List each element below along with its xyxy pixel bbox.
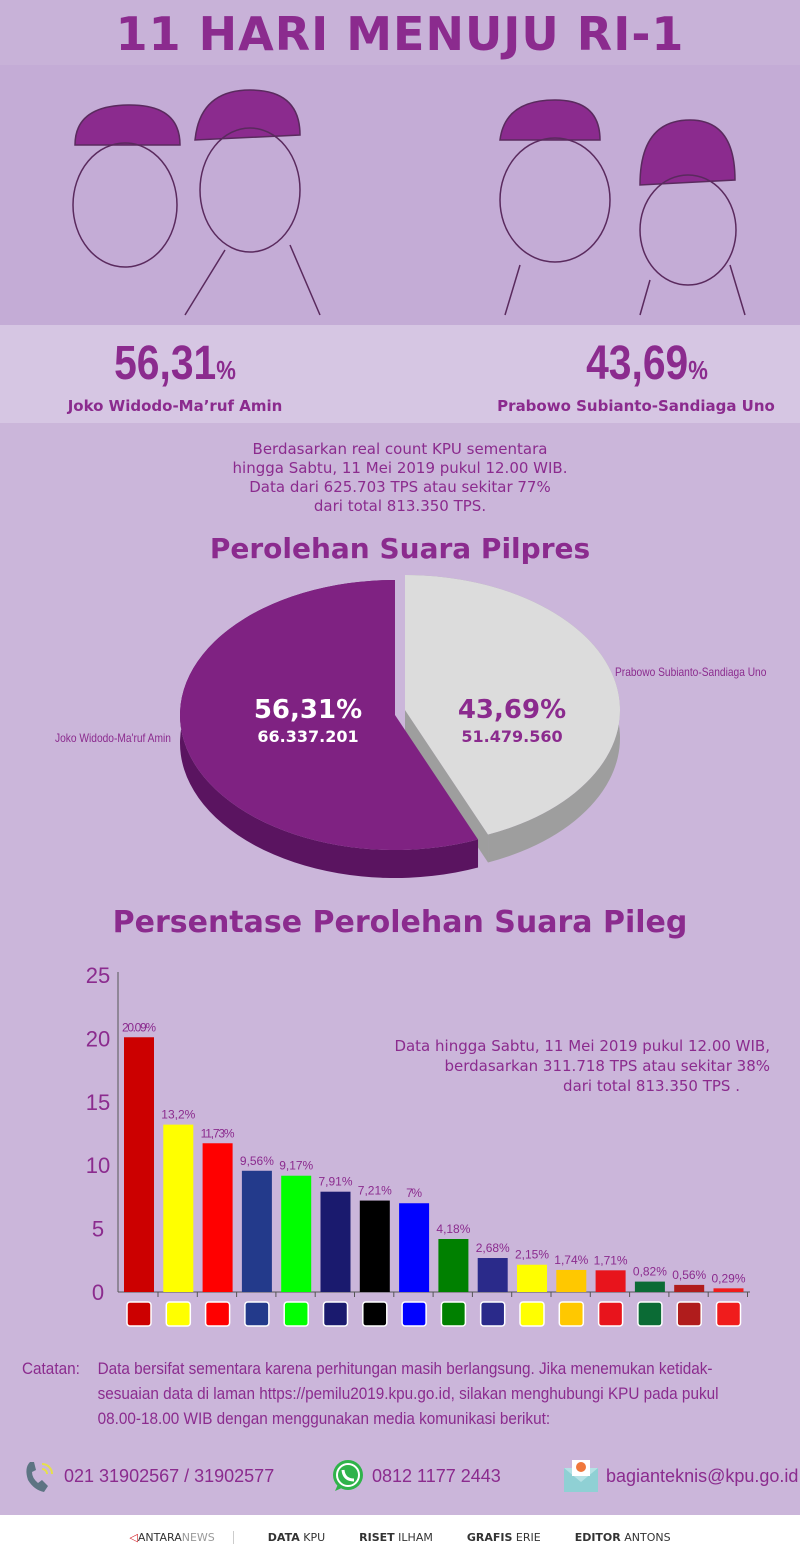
- gerindra-logo: [204, 1301, 231, 1327]
- y-tick-label: 25: [86, 963, 110, 988]
- bar-value-label: 9,56%: [240, 1154, 274, 1168]
- bar-value-label: 0,56%: [672, 1268, 706, 1282]
- whatsapp-number[interactable]: 0812 1177 2443: [372, 1465, 501, 1486]
- berkarya-logo: [519, 1301, 545, 1327]
- y-tick-label: 10: [86, 1153, 110, 1178]
- pkb-logo: [283, 1301, 309, 1327]
- bar-value-label: 20.09%: [122, 1020, 156, 1034]
- bar: [320, 1191, 351, 1292]
- bar-value-label: 7,91%: [319, 1175, 353, 1189]
- pie-percent-jokowi: 56,31%: [254, 695, 362, 725]
- bar: [124, 1037, 154, 1292]
- y-tick-label: 0: [92, 1280, 104, 1305]
- pie-slice-jokowi: [179, 580, 479, 878]
- candidate-results-band: 56,31% Joko Widodo-Ma’ruf Amin 43,69% Pr…: [0, 325, 800, 423]
- ppp-logo: [440, 1301, 467, 1327]
- pie-votes-prabowo: 51.479.560: [461, 727, 562, 746]
- whatsapp-icon: [333, 1460, 363, 1491]
- pie-chart: 56,31% 66.337.201 43,69% 51.479.560: [179, 575, 620, 878]
- bar-value-label: 4,18%: [436, 1222, 470, 1236]
- candidate-portraits: [0, 65, 800, 325]
- pie-title: Perolehan Suara Pilpres: [209, 532, 591, 565]
- jokowi-name: Joko Widodo-Ma’ruf Amin: [67, 397, 283, 415]
- hanura-logo: [558, 1301, 585, 1327]
- bar-value-label: 0,29%: [712, 1271, 746, 1285]
- bar: [595, 1270, 626, 1292]
- pie-percent-prabowo: 43,69%: [458, 695, 566, 725]
- bar: [634, 1281, 665, 1292]
- pdip-logo: [126, 1301, 152, 1327]
- bar: [359, 1200, 390, 1292]
- prabowo-percent: 43,69%: [586, 337, 708, 390]
- bar: [517, 1264, 547, 1292]
- contact-phone: 021 31902567 / 31902577: [22, 1458, 274, 1494]
- bar: [163, 1124, 194, 1292]
- y-tick-label: 5: [92, 1217, 104, 1242]
- y-tick-label: 15: [86, 1090, 110, 1115]
- nasdem-logo: [244, 1301, 270, 1327]
- note-label: Catatan:: [22, 1359, 80, 1378]
- demokrat-logo: [322, 1301, 349, 1327]
- credit-riset: RISET ILHAM: [359, 1531, 433, 1544]
- pileg-source-note: Data hingga Sabtu, 11 Mei 2019 pukul 12.…: [394, 1037, 770, 1095]
- bar: [477, 1258, 508, 1292]
- bar: [674, 1284, 705, 1292]
- bar: [556, 1269, 587, 1292]
- page-title: 11 HARI MENUJU RI-1: [0, 0, 800, 65]
- bar: [281, 1175, 312, 1292]
- bar-value-label: 2,68%: [476, 1241, 510, 1255]
- bar: [241, 1170, 272, 1292]
- bar-value-label: 13,2%: [161, 1108, 195, 1122]
- email-address[interactable]: bagianteknis@kpu.go.id: [606, 1465, 799, 1486]
- contact-whatsapp: 0812 1177 2443: [330, 1458, 501, 1494]
- pbb-logo: [637, 1301, 663, 1327]
- pkpi-logo: [715, 1301, 742, 1327]
- footer-credits: ◁ANTARANEWS DATA KPU RISET ILHAM GRAFIS …: [0, 1515, 800, 1560]
- pie-slice-jokowi-top: [179, 580, 479, 850]
- pan-logo: [401, 1301, 427, 1327]
- phone-icon: [26, 1462, 53, 1492]
- bar: [438, 1238, 469, 1292]
- bar-value-label: 0,82%: [633, 1265, 667, 1279]
- bar-value-label: 2,15%: [515, 1248, 549, 1262]
- credit-editor: EDITOR ANTONS: [574, 1531, 671, 1544]
- portrait-jokowi-amin: [72, 89, 321, 316]
- credit-grafis: GRAFIS ERIE: [466, 1531, 541, 1544]
- phone-number[interactable]: 021 31902567 / 31902577: [64, 1465, 275, 1486]
- bar-value-label: 11,73%: [201, 1126, 235, 1140]
- email-icon: [564, 1460, 598, 1492]
- pie-label-jokowi: Joko Widodo-Ma'ruf Amin: [55, 731, 171, 745]
- bar-chart: 0 5 10 15 20 25 20.09% 13,2% 11,73% 9,56% 9,17% 7,9…: [86, 963, 750, 1327]
- pilpres-source-note: Berdasarkan real count KPU sementara hing…: [232, 440, 568, 515]
- bar-value-label: 7,21%: [358, 1184, 392, 1198]
- pie-votes-jokowi: 66.337.201: [257, 727, 358, 746]
- jokowi-percent: 56,31%: [114, 337, 236, 390]
- bar: [202, 1143, 233, 1292]
- psi-logo: [597, 1301, 624, 1327]
- bar-value-label: 9,17%: [279, 1159, 313, 1173]
- bar-title: Persentase Perolehan Suara Pileg: [112, 905, 688, 940]
- pie-slice-jokowi-edge: [179, 580, 479, 878]
- perindo-logo: [479, 1301, 506, 1327]
- pks-logo: [362, 1301, 388, 1327]
- bar-value-label: 7%: [406, 1186, 422, 1200]
- prabowo-name: Prabowo Subianto-Sandiaga Uno: [497, 397, 775, 415]
- portrait-prabowo-sandiaga: [499, 99, 746, 316]
- credit-data: DATA KPU: [267, 1531, 326, 1544]
- pie-label-prabowo: Prabowo Subianto-Sandiaga Uno: [615, 665, 767, 679]
- bar-value-label: 1,71%: [594, 1253, 628, 1267]
- bar-value-label: 1,74%: [554, 1253, 588, 1267]
- contact-email: bagianteknis@kpu.go.id: [562, 1458, 798, 1494]
- y-tick-label: 20: [86, 1026, 110, 1051]
- garuda-logo: [676, 1301, 702, 1327]
- golkar-logo: [165, 1301, 192, 1327]
- note-text: Data bersifat sementara karena perhitung…: [97, 1359, 719, 1428]
- pie-slice-prabowo-top: [405, 575, 620, 835]
- bar: [713, 1288, 744, 1292]
- antaranews-logo: ◁ANTARANEWS: [129, 1531, 234, 1544]
- bar: [399, 1203, 430, 1292]
